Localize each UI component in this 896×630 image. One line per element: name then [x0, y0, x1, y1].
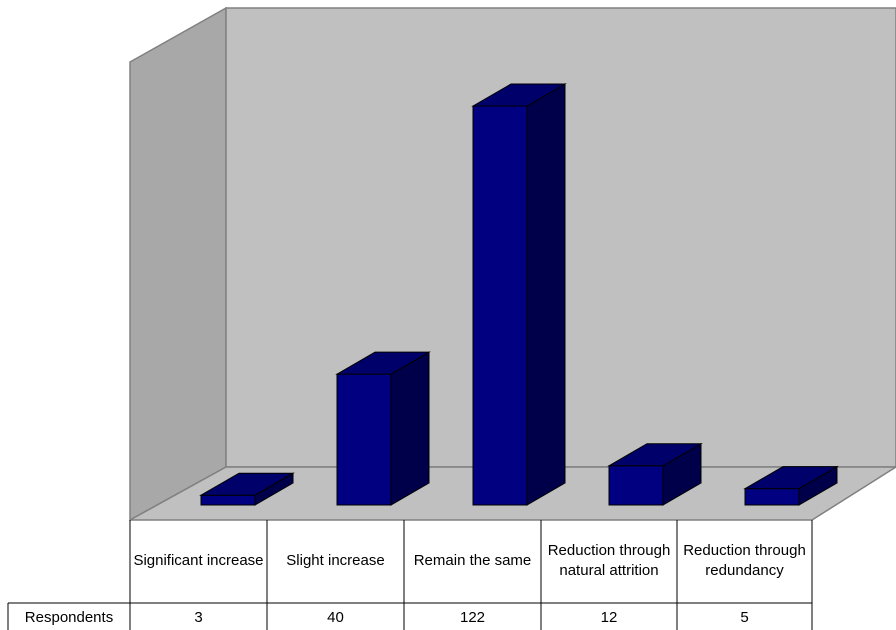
category-label-significant-increase: Significant increase	[133, 552, 264, 569]
data-table-value-reduction-redundancy: 5	[740, 609, 749, 626]
bar-top-significant-increase	[199, 472, 295, 496]
bar-top-slight-increase	[335, 351, 431, 375]
bar-top-remain-the-same	[471, 83, 567, 107]
category-label-remain-the-same: Remain the same	[413, 552, 532, 569]
bar-front-remain-the-same	[472, 105, 528, 506]
bar-remain-the-same	[471, 83, 567, 506]
data-table-grid	[7, 520, 813, 630]
bar-side-slight-increase	[390, 351, 430, 506]
data-table-value-significant-increase: 3	[194, 609, 203, 626]
bar-top-reduction-redundancy	[743, 466, 839, 490]
bar-front-reduction-natural-attrition	[608, 465, 664, 506]
data-table-value-reduction-natural-attrition: 12	[600, 609, 618, 626]
bar-reduction-natural-attrition	[607, 442, 703, 506]
category-label-reduction-redundancy: Reduction through redundancy	[683, 542, 806, 579]
bar-slight-increase	[335, 351, 431, 506]
bar-front-significant-increase	[200, 494, 256, 506]
category-label-reduction-natural-attrition: Reduction through natural attrition	[547, 542, 671, 579]
bar-side-remain-the-same	[526, 83, 566, 506]
data-table-value-remain-the-same: 122	[459, 609, 486, 626]
bar-front-slight-increase	[336, 373, 392, 506]
data-table-value-slight-increase: 40	[327, 609, 344, 626]
bars-group	[199, 83, 839, 506]
bar-top-reduction-natural-attrition	[607, 443, 703, 467]
bar-front-reduction-redundancy	[744, 488, 800, 506]
chart-side-wall	[129, 6, 227, 522]
bar-reduction-redundancy	[743, 465, 839, 506]
category-label-slight-increase: Slight increase	[286, 552, 385, 569]
bar-significant-increase	[199, 472, 295, 506]
data-table-row-header: Respondents	[24, 609, 114, 626]
